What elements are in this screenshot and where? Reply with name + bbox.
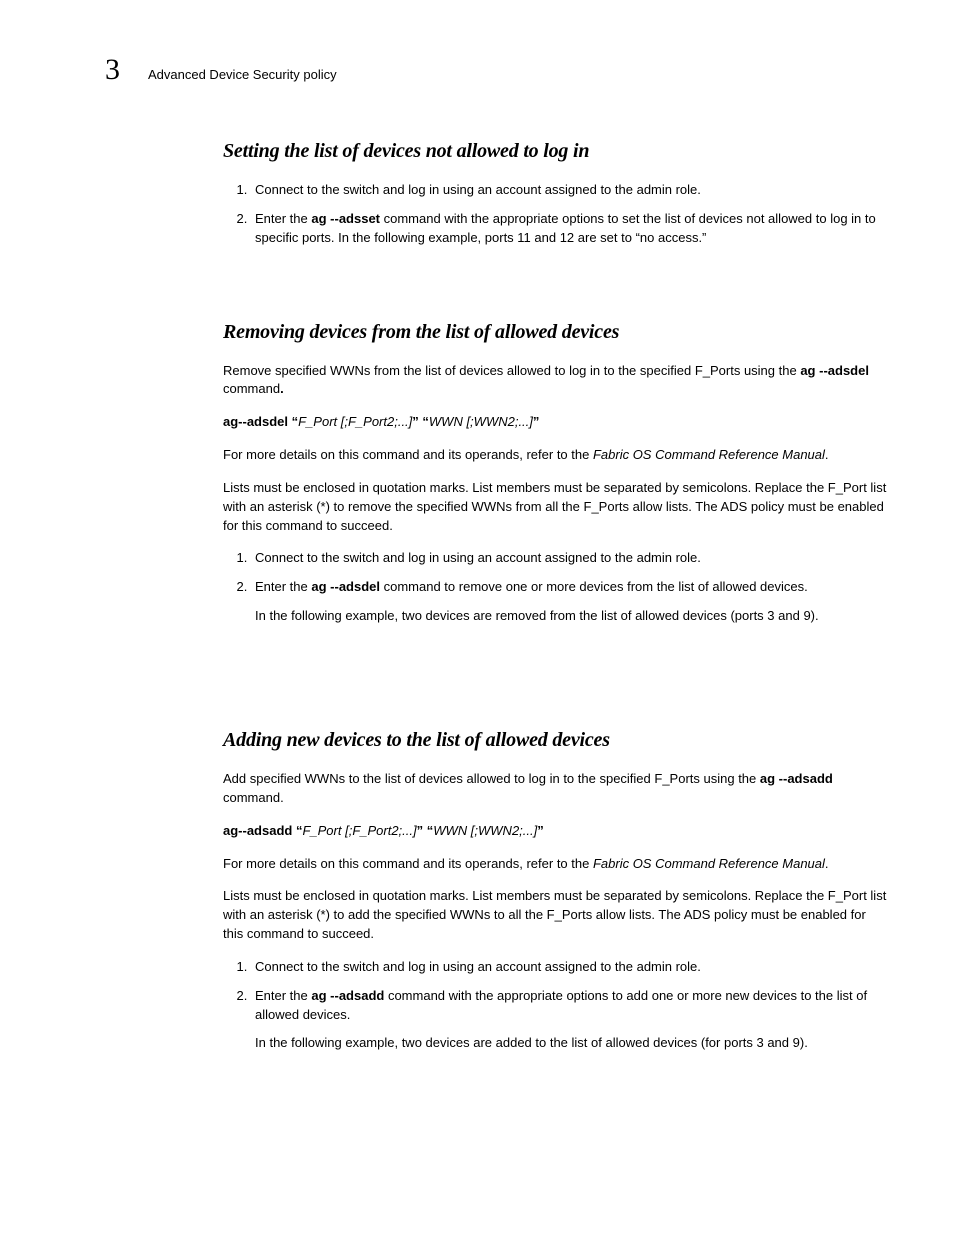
syn-arg2: WWN [;WWN2;...] [433, 823, 537, 838]
section-1-steps: Connect to the switch and log in using a… [223, 181, 889, 248]
section-2-title: Removing devices from the list of allowe… [223, 321, 889, 344]
step-cmd: ag ‑‑adsset [311, 211, 380, 226]
intro-a: Remove specified WWNs from the list of d… [223, 363, 800, 378]
intro-b: command. [223, 790, 284, 805]
section-2-ref: For more details on this command and its… [223, 446, 889, 465]
section-2-syntax: ag--adsdel “F_Port [;F_Port2;...]” “WWN … [223, 413, 889, 432]
syn-arg1: F_Port [;F_Port2;...] [302, 823, 416, 838]
spacer [223, 266, 889, 321]
ref-b: . [825, 856, 829, 871]
list-item: Enter the ag ‑‑adsset command with the a… [251, 210, 889, 248]
step-text-a: Enter the [255, 211, 311, 226]
syn-arg2: WWN [;WWN2;...] [429, 414, 533, 429]
syn-cmd: ag--adsadd “ [223, 823, 302, 838]
step-text-a: Enter the [255, 988, 311, 1003]
syn-end: ” [537, 823, 544, 838]
intro-c: . [280, 381, 284, 396]
syn-mid: ” “ [417, 823, 434, 838]
intro-cmd: ag --adsadd [760, 771, 833, 786]
page-container: 3 Advanced Device Security policy Settin… [0, 0, 954, 1131]
section-3-lists: Lists must be enclosed in quotation mark… [223, 887, 889, 944]
step-text-b: command to remove one or more devices fr… [380, 579, 808, 594]
intro-a: Add specified WWNs to the list of device… [223, 771, 760, 786]
ref-a: For more details on this command and its… [223, 856, 593, 871]
page-header: 3 Advanced Device Security policy [105, 55, 889, 85]
section-2-intro: Remove specified WWNs from the list of d… [223, 362, 889, 400]
intro-cmd: ag ‑‑adsdel [800, 363, 869, 378]
ref-a: For more details on this command and its… [223, 447, 593, 462]
section-2-lists: Lists must be enclosed in quotation mark… [223, 479, 889, 536]
ref-ital: Fabric OS Command Reference Manual [593, 447, 825, 462]
list-item: Connect to the switch and log in using a… [251, 181, 889, 200]
list-item: Enter the ag --adsadd command with the a… [251, 987, 889, 1054]
syn-mid: ” “ [412, 414, 429, 429]
list-item: Connect to the switch and log in using a… [251, 549, 889, 568]
ref-b: . [825, 447, 829, 462]
spacer [223, 699, 889, 729]
step-cmd: ag ‑‑adsdel [311, 579, 380, 594]
list-item: Enter the ag ‑‑adsdel command to remove … [251, 578, 889, 626]
section-3-intro: Add specified WWNs to the list of device… [223, 770, 889, 808]
list-item: Connect to the switch and log in using a… [251, 958, 889, 977]
main-content: Setting the list of devices not allowed … [223, 140, 889, 1053]
spacer [223, 644, 889, 699]
syn-end: ” [533, 414, 540, 429]
step-text: Connect to the switch and log in using a… [255, 182, 701, 197]
step-text-a: Enter the [255, 579, 311, 594]
intro-b: command [223, 381, 280, 396]
syn-cmd: ag--adsdel “ [223, 414, 298, 429]
step-text: Connect to the switch and log in using a… [255, 959, 701, 974]
step-follow: In the following example, two devices ar… [255, 1034, 889, 1053]
syn-arg1: F_Port [;F_Port2;...] [298, 414, 412, 429]
step-text: Connect to the switch and log in using a… [255, 550, 701, 565]
ref-ital: Fabric OS Command Reference Manual [593, 856, 825, 871]
section-2-steps: Connect to the switch and log in using a… [223, 549, 889, 626]
chapter-number: 3 [105, 55, 120, 85]
section-3-ref: For more details on this command and its… [223, 855, 889, 874]
section-3-syntax: ag--adsadd “F_Port [;F_Port2;...]” “WWN … [223, 822, 889, 841]
section-3-title: Adding new devices to the list of allowe… [223, 729, 889, 752]
header-title: Advanced Device Security policy [148, 67, 337, 82]
step-follow: In the following example, two devices ar… [255, 607, 889, 626]
section-3-steps: Connect to the switch and log in using a… [223, 958, 889, 1053]
section-1-title: Setting the list of devices not allowed … [223, 140, 889, 163]
step-cmd: ag --adsadd [311, 988, 384, 1003]
